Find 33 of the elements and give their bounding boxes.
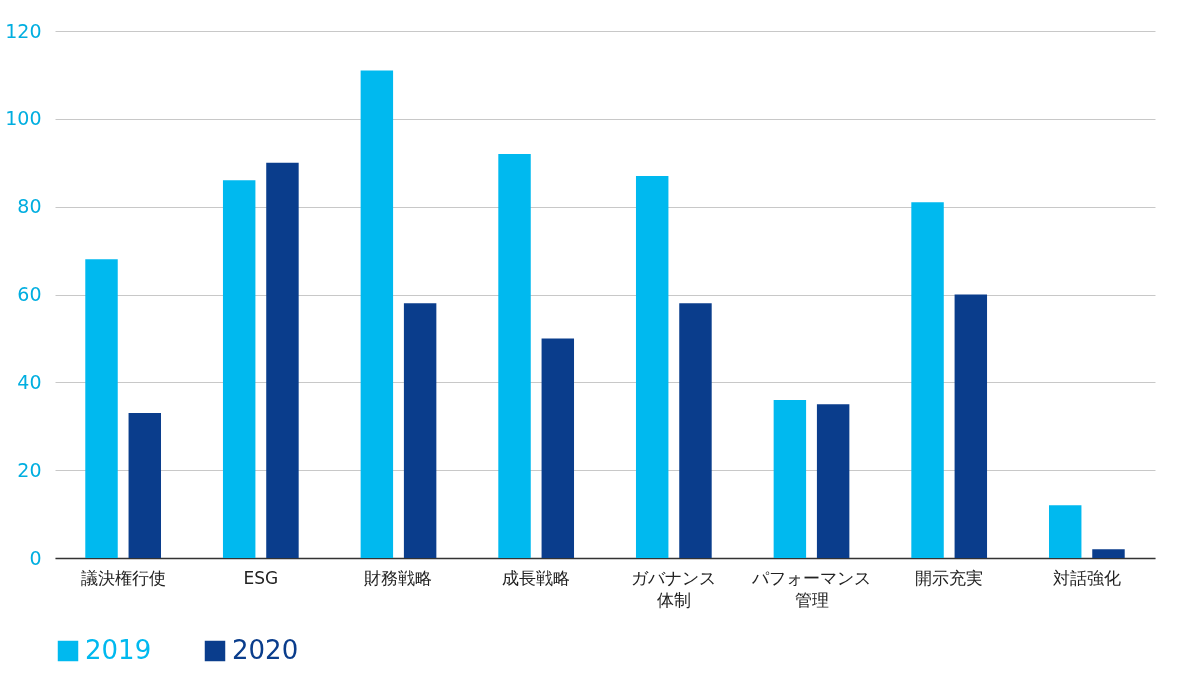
y-tick-label: 60 bbox=[17, 283, 42, 305]
bar bbox=[1048, 505, 1082, 558]
y-tick-label: 100 bbox=[5, 107, 42, 130]
bar bbox=[954, 294, 988, 558]
bar bbox=[128, 413, 162, 558]
x-tick-label: ESG bbox=[243, 567, 279, 588]
bar bbox=[498, 153, 531, 558]
x-tick-label: 対話強化 bbox=[1052, 567, 1121, 588]
x-tick-label: ガバナンス体制 bbox=[631, 567, 717, 610]
bar bbox=[1092, 549, 1125, 558]
x-tick-label: 財務戦略 bbox=[364, 567, 433, 588]
bar bbox=[541, 338, 575, 558]
bar bbox=[816, 404, 850, 558]
bar bbox=[679, 303, 712, 558]
y-tick-label: 40 bbox=[17, 370, 42, 393]
x-tick-label: 議決権行使 bbox=[80, 567, 166, 588]
bar bbox=[266, 162, 299, 558]
x-tick-label: パフォーマンス管理 bbox=[751, 567, 872, 610]
bar bbox=[360, 70, 394, 558]
y-tick-label: 120 bbox=[5, 19, 42, 42]
bar bbox=[222, 180, 256, 558]
bar bbox=[85, 259, 118, 558]
x-tick-label: 開示充実 bbox=[915, 567, 984, 588]
y-tick-label: 20 bbox=[17, 458, 42, 481]
bar bbox=[403, 303, 437, 558]
bar bbox=[773, 399, 807, 558]
y-tick-label: 0 bbox=[29, 546, 42, 569]
y-tick-label: 80 bbox=[17, 195, 42, 218]
legend-label: 2020 bbox=[232, 635, 299, 665]
bar bbox=[911, 202, 944, 558]
x-tick-label: 成長戦略 bbox=[502, 567, 571, 588]
bar bbox=[635, 175, 669, 558]
legend-label: 2019 bbox=[85, 635, 152, 665]
